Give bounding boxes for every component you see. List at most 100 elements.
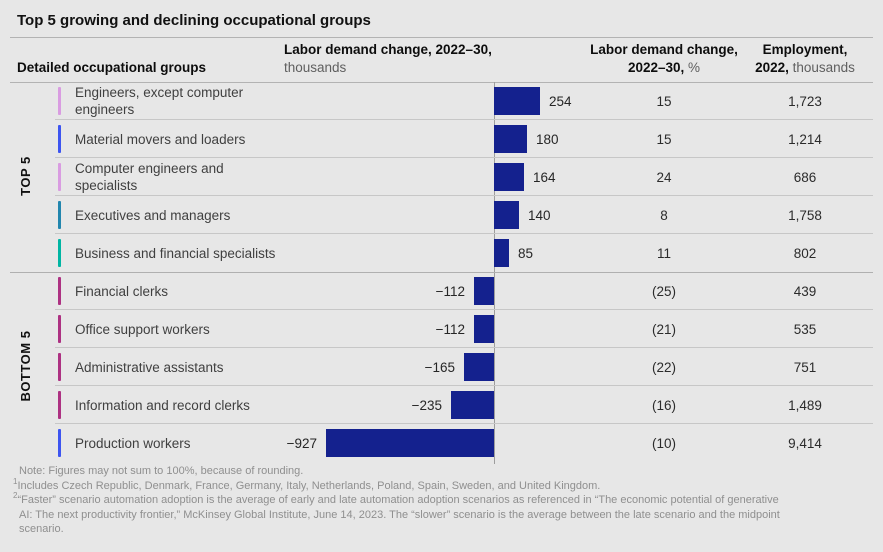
footnote-note: Note: Figures may not sum to 100%, becau…	[19, 465, 304, 477]
bar-value: 180	[536, 131, 559, 147]
table-row: Business and financial specialists 85 11…	[0, 234, 883, 272]
table-row: Computer engineers and specialists 164 2…	[0, 158, 883, 196]
column-header-groups: Detailed occupational groups	[17, 59, 206, 77]
row-label: Computer engineers and specialists	[75, 161, 224, 193]
column-header-pct-unit: %	[684, 60, 701, 75]
pct-value: (10)	[651, 435, 676, 451]
pct-value: (21)	[651, 321, 676, 337]
category-tick	[58, 315, 61, 343]
category-tick	[58, 201, 61, 229]
row-divider	[55, 423, 873, 424]
category-tick	[58, 239, 61, 267]
row-divider	[55, 195, 873, 196]
row-divider	[55, 309, 873, 310]
bar-value: 164	[533, 169, 556, 185]
row-label: Financial clerks	[75, 283, 169, 299]
pct-value: 15	[656, 93, 672, 109]
bar-value: 85	[518, 245, 534, 261]
row-divider	[55, 347, 873, 348]
pct-value: (16)	[651, 397, 676, 413]
table-row: Information and record clerks −235 (16) …	[0, 386, 883, 424]
pct-value: (22)	[651, 359, 676, 375]
bar	[494, 201, 519, 229]
column-header-bar: Labor demand change, 2022–30, thousands	[284, 41, 492, 77]
row-label: Production workers	[75, 435, 191, 451]
employment-value: 439	[793, 283, 817, 299]
employment-value: 802	[793, 245, 817, 261]
column-header-pct-line1: Labor demand change,	[590, 42, 738, 57]
table-row: Office support workers −112 (21) 535	[0, 310, 883, 348]
bar	[494, 87, 540, 115]
employment-value: 1,214	[788, 131, 822, 147]
row-divider	[55, 119, 873, 120]
table-row: Financial clerks −112 (25) 439	[0, 272, 883, 310]
pct-value: (25)	[651, 283, 676, 299]
row-label: Executives and managers	[75, 207, 231, 223]
bar	[474, 315, 494, 343]
row-label: Business and financial specialists	[75, 245, 276, 261]
table-row: Material movers and loaders 180 15 1,214	[0, 120, 883, 158]
category-tick	[58, 429, 61, 457]
column-header-employment: Employment, 2022, thousands	[730, 41, 880, 77]
row-label: Engineers, except computer engineers	[75, 85, 244, 117]
column-header-pct-line2: 2022–30,	[627, 60, 685, 75]
row-divider	[55, 233, 873, 234]
column-header-employment-unit: thousands	[788, 60, 855, 75]
employment-value: 1,489	[788, 397, 822, 413]
column-header-employment-line1: Employment,	[762, 42, 848, 57]
bar-value: 140	[528, 207, 551, 223]
employment-value: 535	[793, 321, 817, 337]
bar-value: −112	[435, 321, 465, 337]
column-header-employment-line2: 2022,	[755, 60, 789, 75]
bar-value: 254	[549, 93, 572, 109]
chart-title: Top 5 growing and declining occupational…	[17, 12, 371, 29]
zero-axis-line	[494, 82, 495, 464]
table-row: Administrative assistants −165 (22) 751	[0, 348, 883, 386]
row-label: Material movers and loaders	[75, 131, 246, 147]
employment-value: 686	[793, 169, 817, 185]
footnote-1: 1Includes Czech Republic, Denmark, Franc…	[13, 476, 601, 492]
column-header-bar-unit: thousands	[284, 60, 347, 75]
employment-value: 751	[793, 359, 817, 375]
category-tick	[58, 87, 61, 115]
pct-value: 24	[656, 169, 672, 185]
row-divider	[55, 157, 873, 158]
row-divider	[55, 385, 873, 386]
employment-value: 1,723	[788, 93, 822, 109]
bar	[451, 391, 494, 419]
footnote-2: 2“Faster” scenario automation adoption i…	[13, 491, 780, 535]
table-row: Production workers −927 (10) 9,414	[0, 424, 883, 462]
pct-value: 8	[660, 207, 668, 223]
pct-value: 11	[656, 245, 671, 261]
bar	[464, 353, 494, 381]
bar-value: −165	[424, 359, 455, 375]
top-rule	[10, 37, 873, 38]
footnotes: Note: Figures may not sum to 100%, becau…	[13, 464, 791, 537]
table-row: Engineers, except computer engineers 254…	[0, 82, 883, 120]
bar	[494, 239, 509, 267]
category-tick	[58, 353, 61, 381]
bar	[474, 277, 494, 305]
bar-value: −235	[411, 397, 442, 413]
column-header-bar-line1: Labor demand change, 2022–30,	[284, 42, 492, 57]
row-label: Office support workers	[75, 321, 210, 337]
column-header-pct: Labor demand change, 2022–30, %	[589, 41, 739, 77]
table-row: Executives and managers 140 8 1,758	[0, 196, 883, 234]
bar	[326, 429, 494, 457]
bar-value: −927	[286, 435, 317, 451]
row-label: Information and record clerks	[75, 397, 250, 413]
category-tick	[58, 125, 61, 153]
header-rule	[10, 82, 873, 83]
row-label: Administrative assistants	[75, 359, 224, 375]
pct-value: 15	[656, 131, 672, 147]
employment-value: 9,414	[788, 435, 822, 451]
category-tick	[58, 277, 61, 305]
section-divider	[10, 272, 873, 273]
bar	[494, 163, 524, 191]
column-header-groups-label: Detailed occupational groups	[17, 60, 207, 75]
bar	[494, 125, 527, 153]
category-tick	[58, 163, 61, 191]
category-tick	[58, 391, 61, 419]
bar-value: −112	[435, 283, 465, 299]
employment-value: 1,758	[788, 207, 822, 223]
